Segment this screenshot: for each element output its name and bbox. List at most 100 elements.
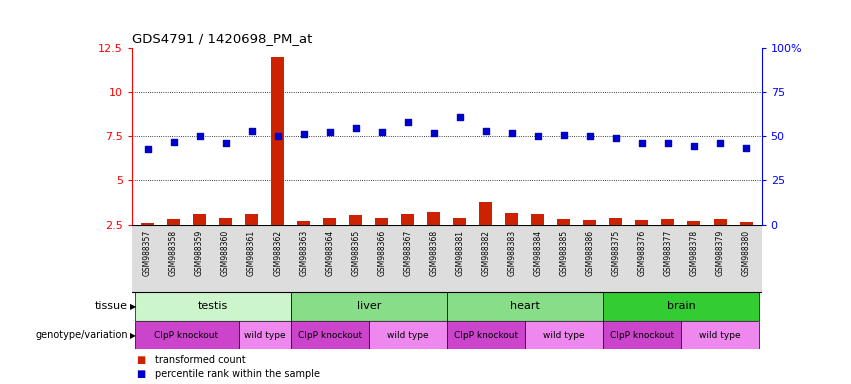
- Text: percentile rank within the sample: percentile rank within the sample: [155, 369, 320, 379]
- Text: GSM988379: GSM988379: [716, 230, 724, 276]
- Text: GSM988375: GSM988375: [611, 230, 620, 276]
- Bar: [219, 218, 232, 225]
- Bar: [401, 214, 414, 225]
- Point: [297, 131, 311, 137]
- Point: [740, 145, 753, 151]
- Text: GSM988368: GSM988368: [429, 230, 438, 276]
- Bar: [479, 202, 493, 225]
- Text: GSM988367: GSM988367: [403, 230, 412, 276]
- Text: wild type: wild type: [543, 331, 585, 339]
- Text: GSM988365: GSM988365: [351, 230, 360, 276]
- Text: GSM988360: GSM988360: [221, 230, 230, 276]
- Text: GSM988358: GSM988358: [169, 230, 178, 276]
- Point: [687, 143, 700, 149]
- Bar: [368, 321, 447, 349]
- Text: ClpP knockout: ClpP knockout: [454, 331, 518, 339]
- Point: [323, 129, 336, 135]
- Text: GSM988378: GSM988378: [689, 230, 699, 276]
- Text: GSM988377: GSM988377: [664, 230, 672, 276]
- Text: GSM988384: GSM988384: [534, 230, 542, 276]
- Point: [661, 139, 675, 146]
- Point: [531, 133, 545, 139]
- Bar: [740, 222, 752, 225]
- Bar: [193, 214, 206, 225]
- Point: [427, 130, 441, 136]
- Text: GSM988376: GSM988376: [637, 230, 647, 276]
- Bar: [661, 219, 675, 225]
- Bar: [167, 219, 180, 225]
- Text: GSM988380: GSM988380: [741, 230, 751, 276]
- Bar: [141, 223, 154, 225]
- Bar: [609, 218, 622, 225]
- Text: wild type: wild type: [700, 331, 741, 339]
- Bar: [603, 292, 759, 321]
- Text: ▶: ▶: [130, 331, 136, 339]
- Text: GSM988359: GSM988359: [195, 230, 204, 276]
- Text: GSM988381: GSM988381: [455, 230, 465, 276]
- Bar: [291, 292, 447, 321]
- Bar: [531, 214, 545, 225]
- Text: ■: ■: [136, 369, 146, 379]
- Bar: [134, 321, 238, 349]
- Point: [453, 114, 466, 120]
- Point: [557, 132, 571, 139]
- Point: [479, 128, 493, 134]
- Point: [271, 133, 284, 139]
- Text: ■: ■: [136, 355, 146, 365]
- Text: GSM988382: GSM988382: [482, 230, 490, 276]
- Text: GSM988364: GSM988364: [325, 230, 334, 276]
- Text: genotype/variation: genotype/variation: [35, 330, 128, 340]
- Text: GSM988383: GSM988383: [507, 230, 517, 276]
- Bar: [271, 57, 284, 225]
- Text: wild type: wild type: [243, 331, 285, 339]
- Bar: [713, 219, 727, 225]
- Bar: [375, 218, 388, 225]
- Text: tissue: tissue: [94, 301, 128, 311]
- Point: [505, 130, 518, 136]
- Point: [193, 133, 207, 139]
- Bar: [603, 321, 681, 349]
- Text: liver: liver: [357, 301, 381, 311]
- Bar: [525, 321, 603, 349]
- Bar: [323, 218, 336, 225]
- Bar: [297, 221, 310, 225]
- Text: ClpP knockout: ClpP knockout: [298, 331, 362, 339]
- Text: GSM988363: GSM988363: [300, 230, 308, 276]
- Bar: [584, 220, 597, 225]
- Text: ▶: ▶: [130, 302, 137, 311]
- Point: [140, 146, 154, 152]
- Bar: [447, 292, 603, 321]
- Text: ClpP knockout: ClpP knockout: [610, 331, 674, 339]
- Bar: [557, 219, 570, 225]
- Text: wild type: wild type: [387, 331, 429, 339]
- Text: ClpP knockout: ClpP knockout: [155, 331, 219, 339]
- Bar: [688, 221, 700, 225]
- Bar: [636, 220, 648, 225]
- Bar: [238, 321, 291, 349]
- Point: [401, 119, 414, 125]
- Text: GSM988357: GSM988357: [143, 230, 152, 276]
- Point: [219, 140, 232, 146]
- Text: brain: brain: [666, 301, 695, 311]
- Text: transformed count: transformed count: [155, 355, 246, 365]
- Bar: [291, 321, 368, 349]
- Point: [245, 128, 259, 134]
- Text: GSM988366: GSM988366: [377, 230, 386, 276]
- Text: GSM988386: GSM988386: [585, 230, 594, 276]
- Point: [635, 140, 648, 146]
- Text: heart: heart: [510, 301, 540, 311]
- Point: [609, 135, 623, 141]
- Point: [349, 125, 363, 131]
- Point: [167, 139, 180, 145]
- Text: GSM988362: GSM988362: [273, 230, 283, 276]
- Bar: [245, 214, 258, 225]
- Text: GSM988385: GSM988385: [559, 230, 568, 276]
- Text: GDS4791 / 1420698_PM_at: GDS4791 / 1420698_PM_at: [132, 32, 312, 45]
- Bar: [349, 215, 363, 225]
- Bar: [134, 292, 291, 321]
- Bar: [454, 218, 466, 225]
- Text: GSM988361: GSM988361: [247, 230, 256, 276]
- Point: [713, 140, 727, 146]
- Bar: [505, 213, 518, 225]
- Bar: [447, 321, 525, 349]
